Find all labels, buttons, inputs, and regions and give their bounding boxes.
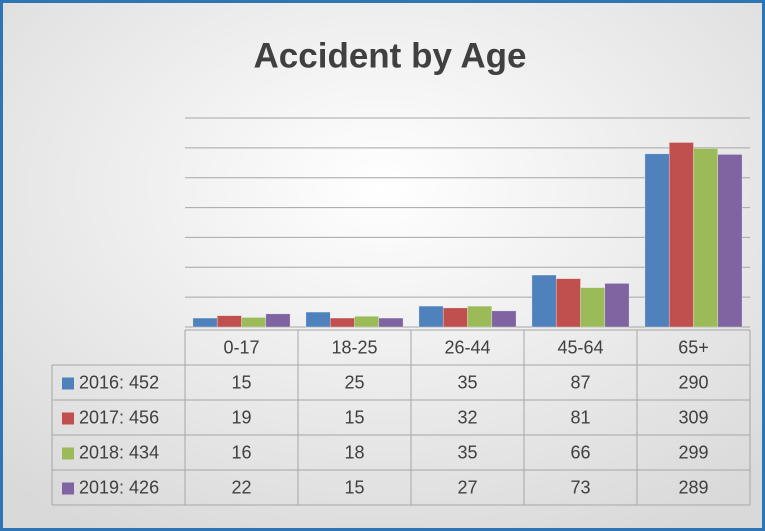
table-value: 25 bbox=[344, 372, 364, 392]
x-tick-label: 18-25 bbox=[331, 337, 377, 357]
table-value: 66 bbox=[570, 442, 590, 462]
legend-label: 2016: 452 bbox=[79, 372, 159, 392]
table-value: 16 bbox=[231, 442, 251, 462]
bar bbox=[491, 310, 517, 328]
table-value: 81 bbox=[570, 407, 590, 427]
bar bbox=[693, 148, 719, 328]
table-value: 32 bbox=[457, 407, 477, 427]
x-tick-label: 45-64 bbox=[557, 337, 603, 357]
table-value: 15 bbox=[344, 477, 364, 497]
bar bbox=[354, 316, 380, 328]
bar bbox=[241, 317, 267, 328]
bar bbox=[329, 317, 355, 328]
table-value: 73 bbox=[570, 477, 590, 497]
x-tick-label: 0-17 bbox=[223, 337, 259, 357]
bar bbox=[604, 283, 630, 328]
bar bbox=[531, 274, 557, 328]
bar bbox=[192, 317, 218, 328]
bar bbox=[717, 154, 743, 328]
bar bbox=[216, 315, 242, 328]
chart-title: Accident by Age bbox=[254, 36, 527, 75]
table-value: 289 bbox=[678, 477, 708, 497]
table-value: 19 bbox=[231, 407, 251, 427]
legend-label: 2019: 426 bbox=[79, 477, 159, 497]
legend-swatch bbox=[62, 377, 74, 390]
table-value: 27 bbox=[457, 477, 477, 497]
x-tick-label: 26-44 bbox=[444, 337, 490, 357]
bar bbox=[442, 307, 468, 328]
bar bbox=[467, 305, 493, 328]
legend-swatch bbox=[62, 482, 74, 495]
table-value: 15 bbox=[344, 407, 364, 427]
table-value: 87 bbox=[570, 372, 590, 392]
x-tick-label: 65+ bbox=[678, 337, 709, 357]
table-value: 35 bbox=[457, 372, 477, 392]
table-value: 22 bbox=[231, 477, 251, 497]
bar bbox=[305, 311, 331, 328]
bar bbox=[668, 142, 694, 328]
table-value: 15 bbox=[231, 372, 251, 392]
bar bbox=[418, 305, 444, 328]
table-value: 18 bbox=[344, 442, 364, 462]
bar bbox=[378, 317, 404, 328]
table-value: 290 bbox=[678, 372, 708, 392]
bar bbox=[555, 278, 581, 328]
bar bbox=[265, 313, 291, 328]
legend-swatch bbox=[62, 447, 74, 460]
table-value: 309 bbox=[678, 407, 708, 427]
bar bbox=[644, 153, 670, 328]
table-value: 299 bbox=[678, 442, 708, 462]
bar bbox=[580, 287, 606, 328]
legend-swatch bbox=[62, 412, 74, 425]
table-value: 35 bbox=[457, 442, 477, 462]
legend-label: 2018: 434 bbox=[79, 442, 159, 462]
legend-label: 2017: 456 bbox=[79, 407, 159, 427]
